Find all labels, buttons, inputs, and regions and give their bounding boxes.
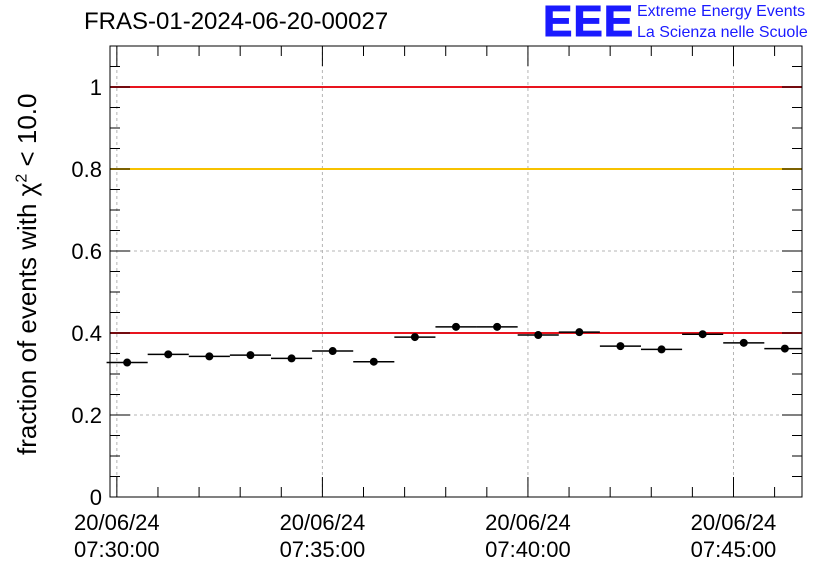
- x-tick-label-time: 07:35:00: [280, 537, 366, 562]
- logo-line-1: Extreme Energy Events: [637, 3, 806, 20]
- y-tick-label: 0.4: [71, 321, 102, 346]
- y-axis-label-suffix: < 10.0: [12, 93, 42, 174]
- y-tick-label: 0.8: [71, 157, 102, 182]
- x-tick-label-date: 20/06/24: [74, 510, 160, 535]
- data-point: [493, 322, 502, 331]
- x-tick-label-time: 07:45:00: [691, 537, 777, 562]
- grid: [110, 46, 802, 497]
- data-point: [534, 331, 543, 340]
- y-axis-label-symbol: χ: [12, 182, 42, 197]
- data-point: [575, 328, 584, 337]
- data-point: [123, 358, 132, 367]
- data-point: [657, 345, 666, 354]
- data-point: [287, 354, 296, 363]
- y-tick-label: 0.6: [71, 239, 102, 264]
- data-point: [739, 338, 748, 347]
- data-point: [410, 333, 419, 342]
- y-axis-label-prefix: fraction of events with: [12, 196, 42, 455]
- logo-line-2: La Scienza nelle Scuole: [637, 24, 808, 41]
- data-point: [205, 352, 214, 361]
- x-tick-label-date: 20/06/24: [691, 510, 777, 535]
- y-tick-label: 0.2: [71, 403, 102, 428]
- data-point: [698, 330, 707, 339]
- y-axis-label-sup: 2: [13, 173, 31, 183]
- data-point: [369, 357, 378, 366]
- y-tick-label: 0: [90, 485, 102, 510]
- x-tick-label-time: 07:30:00: [74, 537, 160, 562]
- data-point: [328, 347, 337, 356]
- x-tick-label-time: 07:40:00: [485, 537, 571, 562]
- data-point: [616, 342, 625, 351]
- x-tick-label-date: 20/06/24: [280, 510, 366, 535]
- plot-border: [109, 45, 803, 498]
- x-tick-label-date: 20/06/24: [485, 510, 571, 535]
- chart-title: FRAS-01-2024-06-20-00027: [84, 8, 389, 35]
- reference-lines: [110, 86, 802, 334]
- eee-logo: EEE: [542, 0, 635, 46]
- data-point: [780, 344, 789, 353]
- data-point: [452, 322, 460, 331]
- tick-labels: 00.20.40.60.8120/06/2407:30:0020/06/2407…: [71, 75, 776, 562]
- data-point: [164, 350, 173, 359]
- y-tick-label: 1: [90, 75, 102, 100]
- y-axis-label: fraction of events with χ2 < 10.0: [12, 94, 43, 455]
- plot-frame: [109, 45, 803, 498]
- data-point: [246, 351, 255, 360]
- axis-ticks: [110, 45, 802, 498]
- data-points: [106, 322, 802, 367]
